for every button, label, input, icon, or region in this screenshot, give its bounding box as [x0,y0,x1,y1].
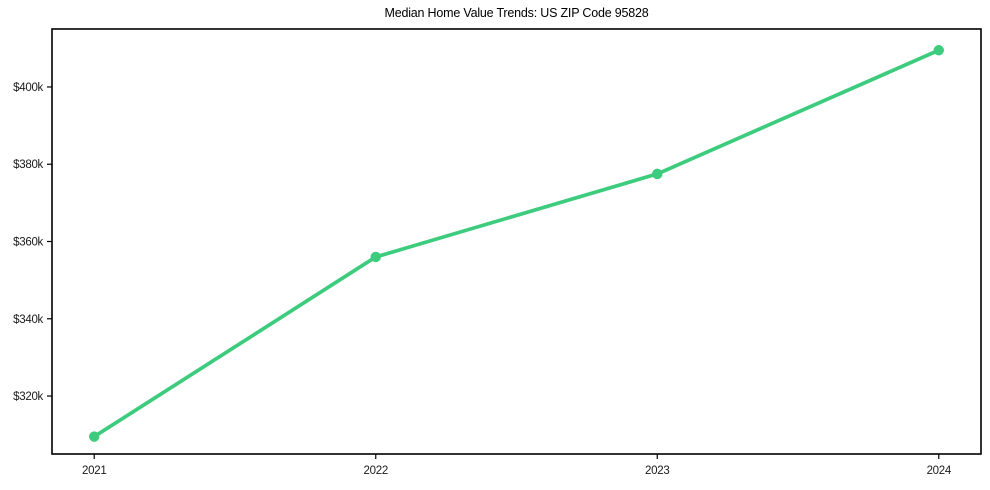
y-tick-label: $400k [13,82,43,94]
x-tick-label: 2022 [364,465,388,477]
data-point-2022 [370,251,381,263]
data-point-2024 [933,45,944,56]
x-tick-label: 2021 [82,465,106,477]
x-tick-label: 2023 [645,465,669,477]
y-tick-label: $320k [13,391,43,403]
trend-line [92,48,941,439]
chart-title: Median Home Value Trends: US ZIP Code 95… [384,6,649,20]
x-tick-label: 2024 [927,465,952,477]
data-point-2023 [652,168,663,180]
y-tick-label: $360k [13,237,43,249]
y-tick-label: $340k [13,314,43,326]
y-tick-label: $380k [13,159,43,171]
data-point-2021 [89,431,100,442]
